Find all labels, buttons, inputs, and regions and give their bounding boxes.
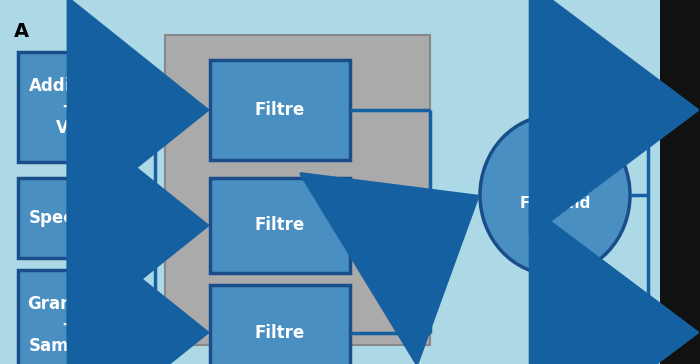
Bar [210,178,350,273]
Bar [210,285,350,364]
Bar [165,35,430,345]
Bar [18,52,118,162]
Text: Spectral: Spectral [29,209,107,227]
Bar [18,178,118,258]
Text: Filtre: Filtre [255,324,305,341]
Text: Filtre: Filtre [255,101,305,119]
Text: Filtre: Filtre [255,217,305,234]
Text: A: A [14,22,29,41]
Bar [210,60,350,160]
Bar [18,270,118,364]
Bar [660,0,700,364]
Text: Filtre/
FX Send: Filtre/ FX Send [520,179,590,211]
Text: Granular
+
Sampler: Granular + Sampler [27,295,108,355]
Ellipse shape [480,115,630,275]
Text: Additive
+
VA: Additive + VA [29,77,107,137]
